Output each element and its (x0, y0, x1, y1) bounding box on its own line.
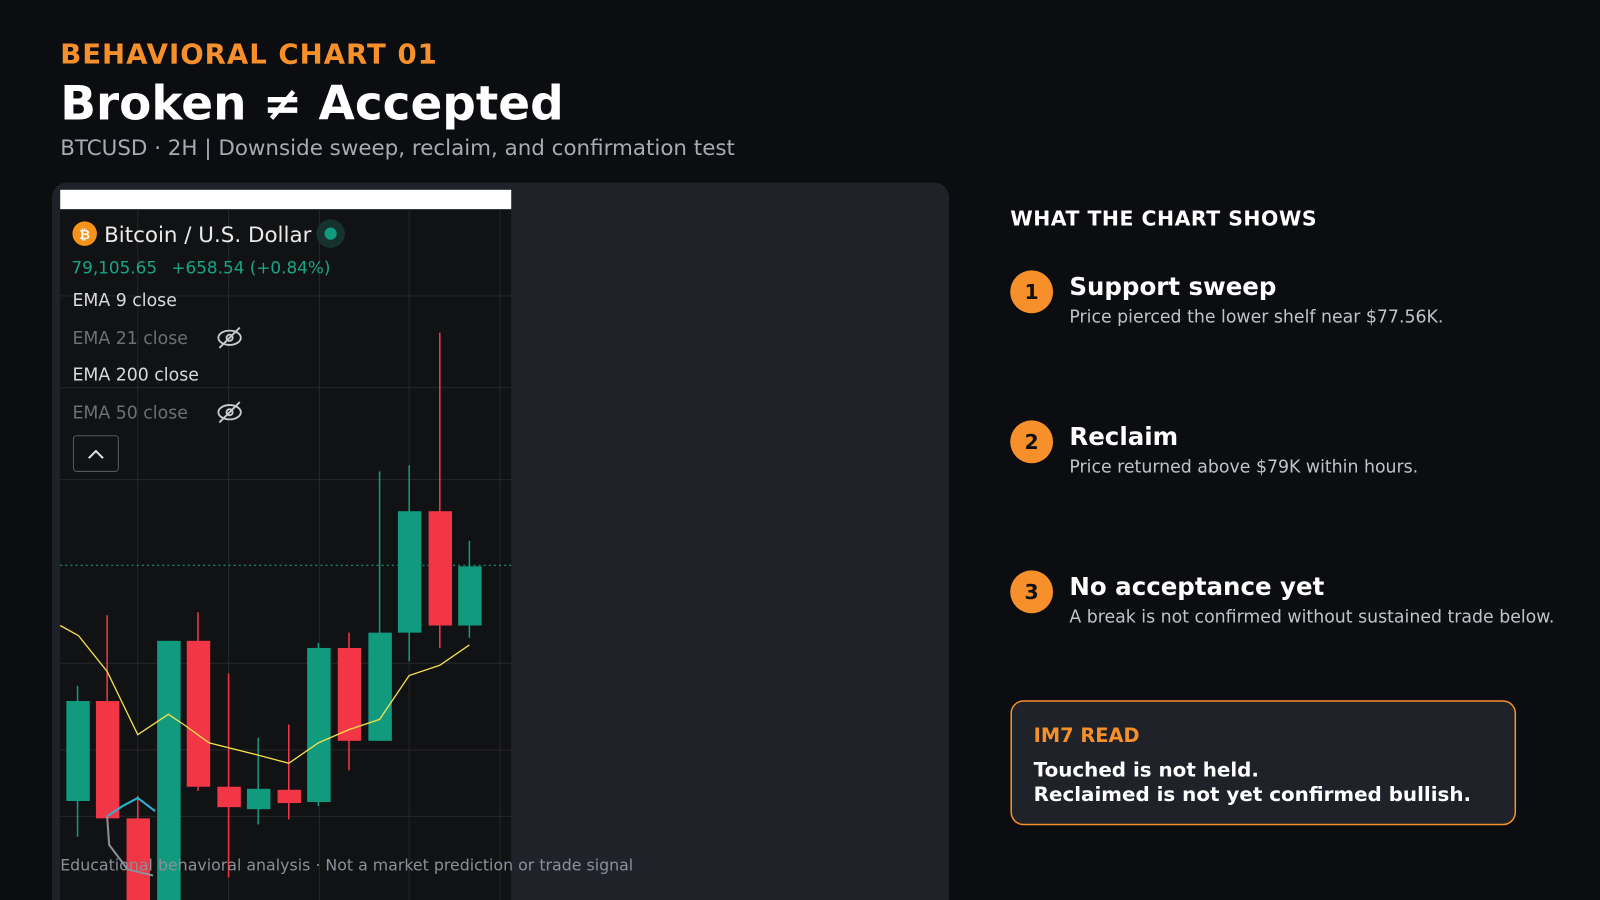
hidden-icon[interactable] (217, 326, 242, 349)
hidden-icon[interactable] (217, 401, 242, 424)
ema-line (106, 796, 156, 818)
item-title: Reclaim (1069, 422, 1178, 451)
item-text: Price returned above $79K within hours. (1069, 457, 1418, 477)
change: +658.54 (+0.84%) (171, 257, 330, 277)
sidebar-heading: WHAT THE CHART SHOWS (1010, 207, 1317, 231)
item-number: 1 (1025, 280, 1039, 304)
item-title: No acceptance yet (1069, 572, 1324, 601)
item-number: 3 (1025, 580, 1039, 604)
btc-icon (72, 221, 97, 246)
read-line: Reclaimed is not yet confirmed bullish. (1034, 783, 1471, 806)
read-box (1010, 700, 1517, 826)
item: 3 No acceptance yet A break is not confi… (1010, 570, 1554, 627)
item-text: A break is not confirmed without sustain… (1069, 607, 1554, 627)
item-number: 2 (1025, 430, 1039, 454)
item-badge (1010, 420, 1054, 464)
price: 79,105.65 (71, 257, 157, 277)
status-dot (324, 227, 337, 240)
item-title: Support sweep (1069, 272, 1276, 301)
indicator-label: EMA 200 close (72, 366, 198, 386)
indicator-label: EMA 9 close (72, 291, 176, 311)
title: Broken ≠ Accepted (60, 76, 564, 131)
ema-line (59, 624, 470, 764)
item-badge (1010, 270, 1054, 314)
item-text: Price pierced the lower shelf near $77.5… (1069, 307, 1443, 327)
read-line: Touched is not held. (1034, 759, 1259, 782)
kicker: BEHAVIORAL CHART 01 (60, 38, 438, 70)
read-label: IM7 READ (1034, 724, 1140, 747)
indicator-label: EMA 50 close (72, 403, 187, 423)
item-badge (1010, 570, 1054, 614)
ema-line (106, 816, 154, 877)
btc-glyph: ₿ (79, 228, 90, 243)
indicator-label: EMA 21 close (72, 329, 187, 349)
chevron (88, 449, 104, 459)
footer-note: Educational behavioral analysis · Not a … (60, 855, 633, 874)
item: 1 Support sweep Price pierced the lower … (1010, 270, 1443, 327)
candles (66, 332, 482, 900)
chart-topbar (60, 189, 512, 210)
instrument: Bitcoin / U.S. Dollar (104, 223, 311, 248)
subtitle: BTCUSD · 2H | Downside sweep, reclaim, a… (60, 136, 735, 161)
collapse-button[interactable] (72, 435, 119, 472)
item: 2 Reclaim Price returned above $79K with… (1010, 420, 1418, 477)
